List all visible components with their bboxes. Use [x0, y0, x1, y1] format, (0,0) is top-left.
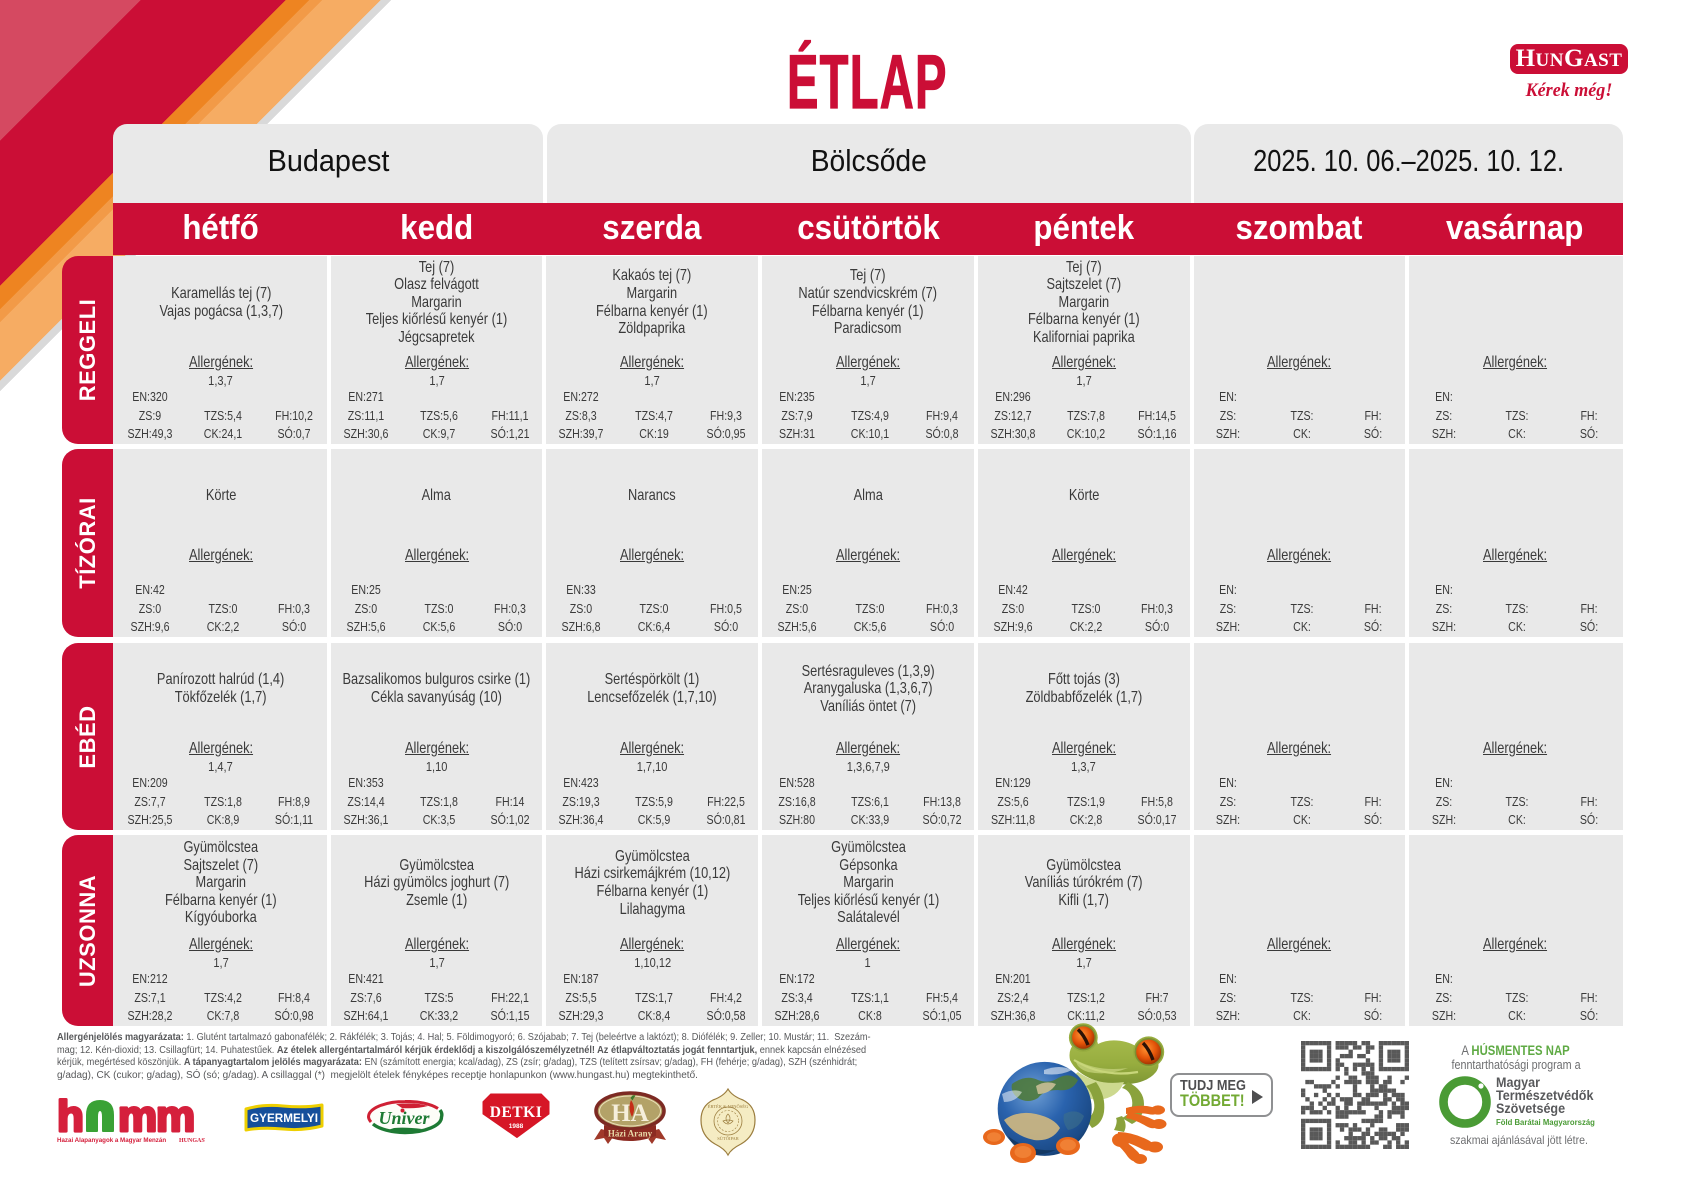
svg-text:Univer: Univer — [378, 1108, 430, 1128]
svg-text:Házi Arany: Házi Arany — [608, 1129, 653, 1139]
svg-text:DETKI: DETKI — [490, 1104, 542, 1121]
svg-text:m: m — [156, 1093, 195, 1141]
svg-text:SÜTŐIPAR: SÜTŐIPAR — [717, 1136, 739, 1141]
svg-text:h: h — [57, 1093, 84, 1141]
svg-text:Hazai Alapanyagok a Magyar Men: Hazai Alapanyagok a Magyar Menzán — [57, 1137, 166, 1144]
svg-text:GYERMELYI: GYERMELYI — [250, 1113, 318, 1125]
svg-text:1988: 1988 — [509, 1123, 524, 1130]
svg-text:ÉRTÉK & MINŐSÉG: ÉRTÉK & MINŐSÉG — [708, 1104, 749, 1109]
svg-text:m: m — [118, 1093, 157, 1141]
svg-text:HUNGAST: HUNGAST — [179, 1138, 205, 1144]
